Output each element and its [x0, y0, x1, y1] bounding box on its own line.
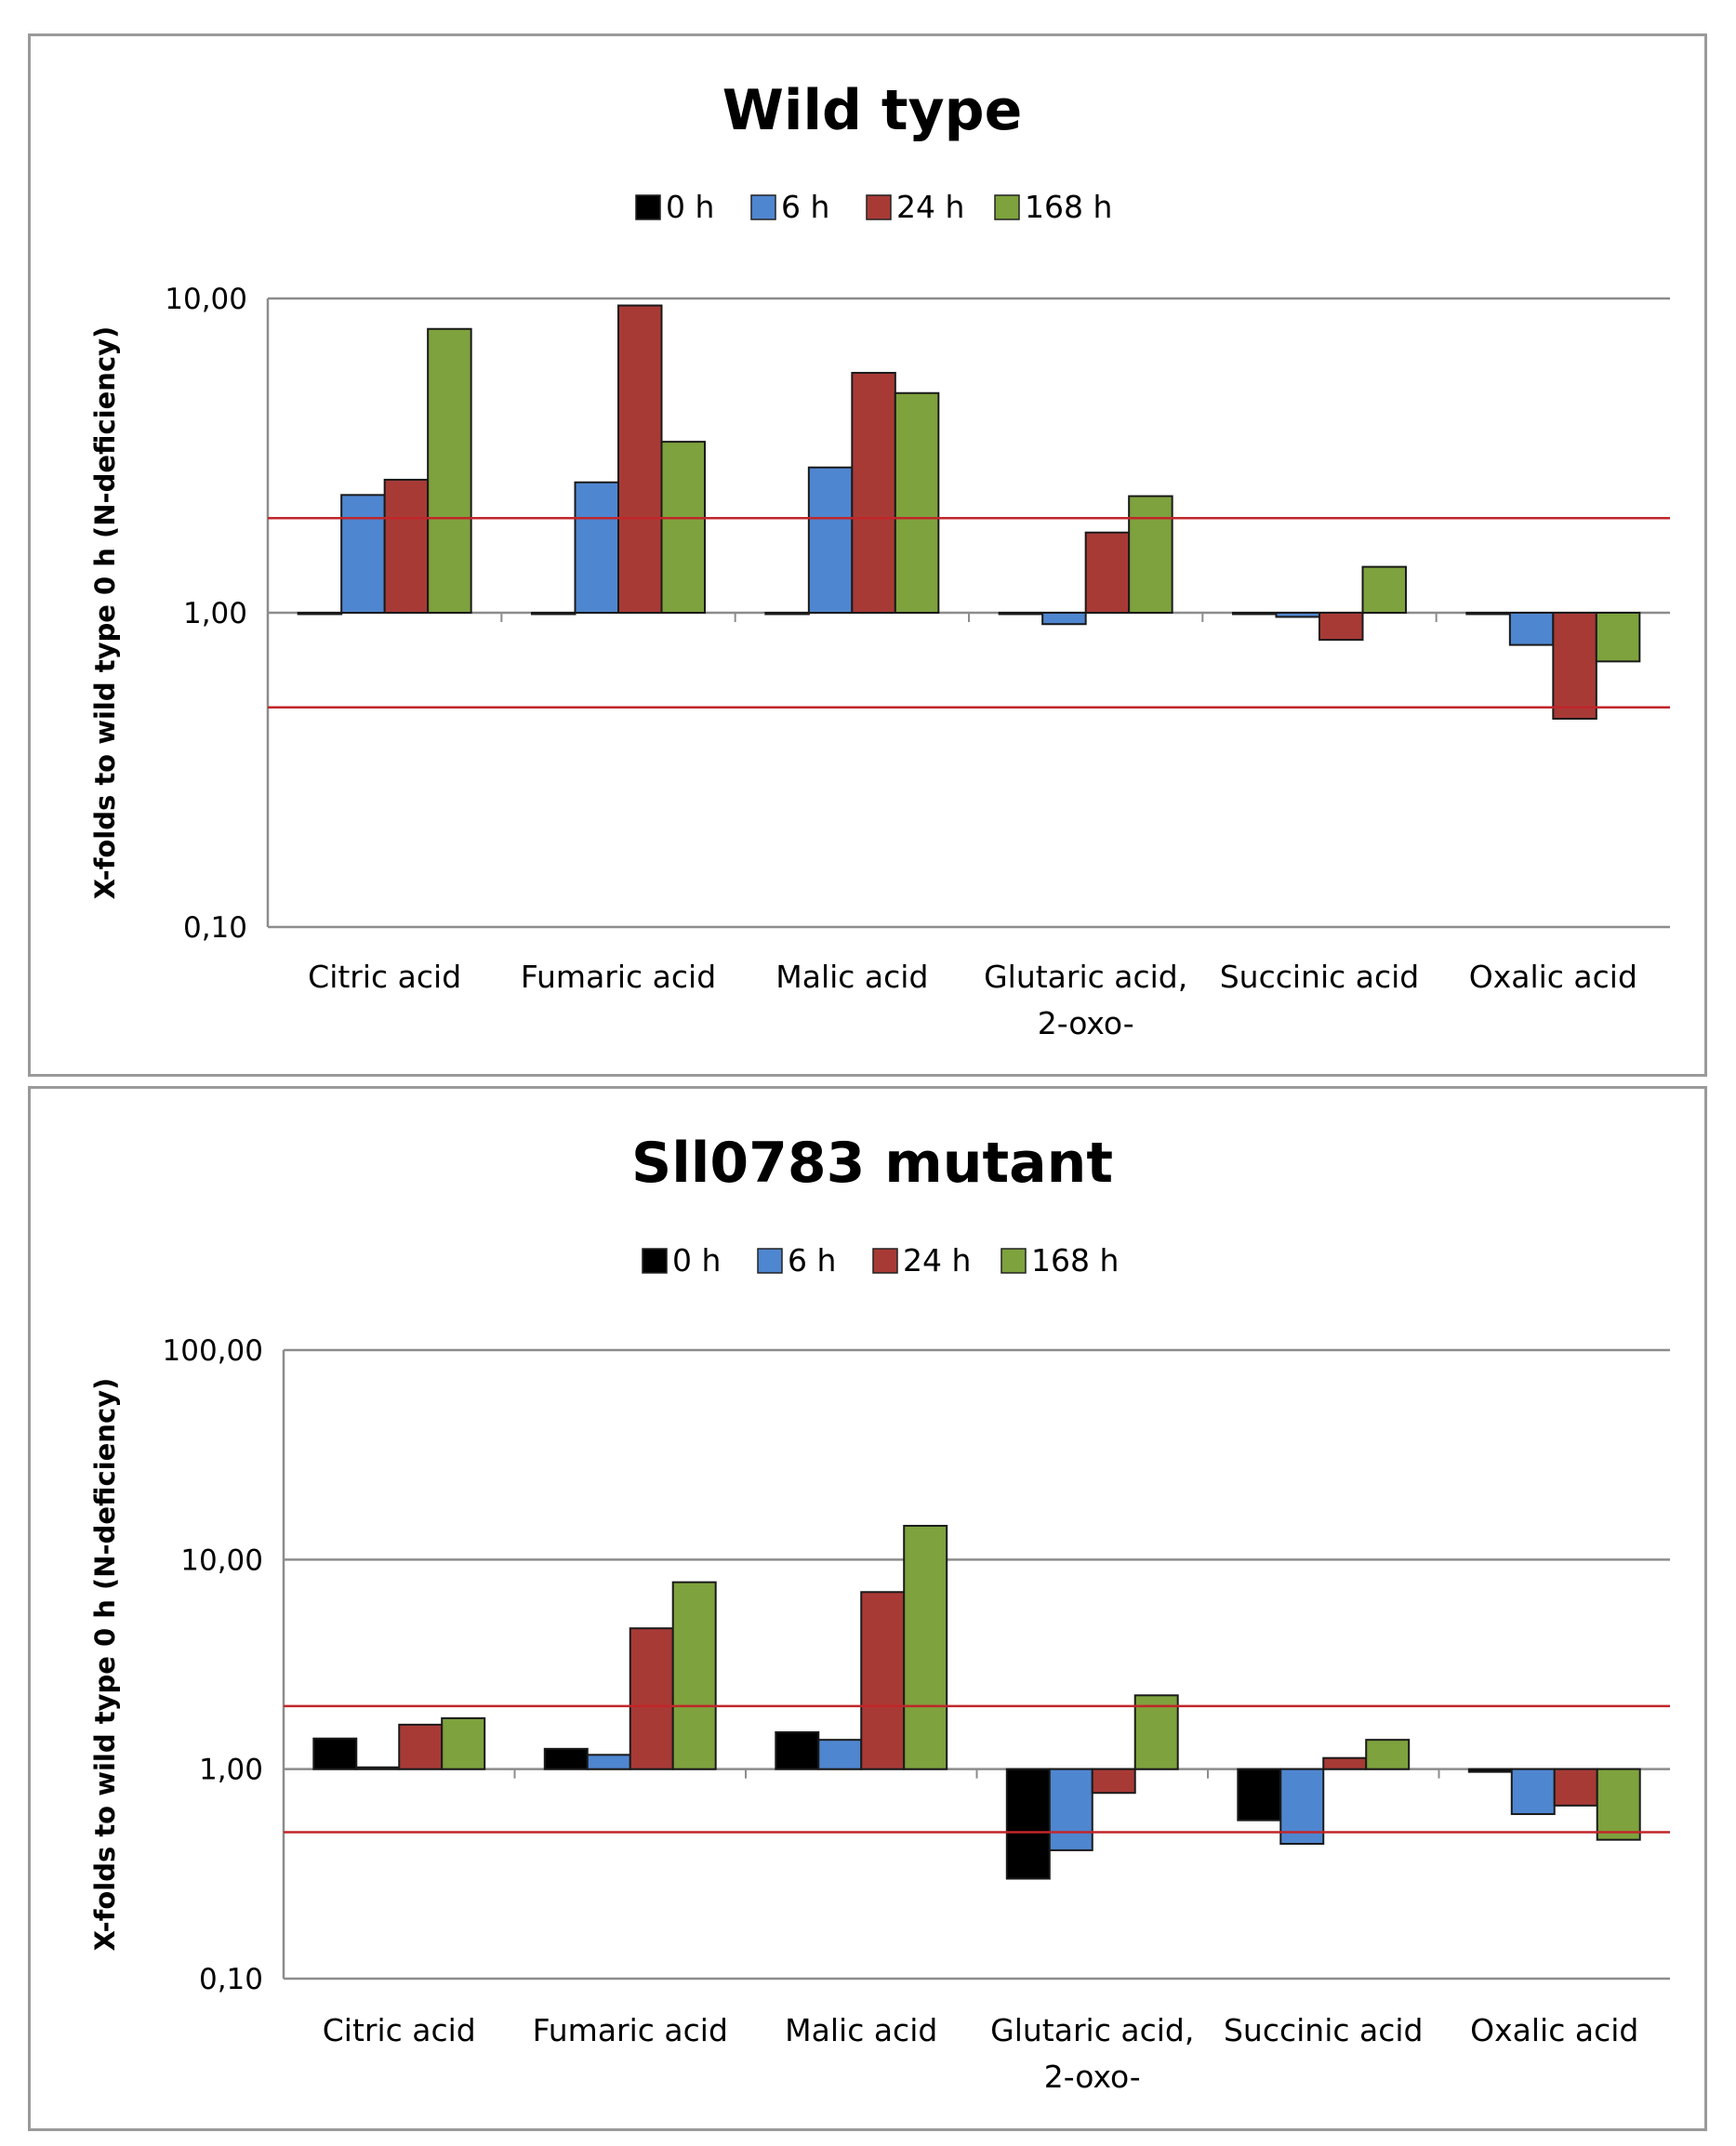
- category-label: Oxalic acid: [1469, 959, 1637, 995]
- bar-wt-4-0: [1232, 612, 1278, 616]
- bar-wt-5-2: [1552, 612, 1597, 720]
- bar-wt-2-1: [807, 466, 854, 614]
- category-label: Succinic acid: [1224, 2012, 1424, 2048]
- legend-swatch-3: [994, 194, 1020, 220]
- bar-wt-0-3: [427, 327, 472, 614]
- bar-mut-5-2: [1553, 1768, 1598, 1807]
- bar-mut-0-3: [441, 1716, 486, 1770]
- bar-mut-4-3: [1365, 1739, 1411, 1770]
- y-tick-label: 0,10: [199, 1963, 263, 1996]
- bar-wt-1-0: [531, 612, 576, 616]
- bar-mut-1-0: [543, 1747, 589, 1770]
- bar-mut-4-0: [1237, 1768, 1282, 1821]
- bar-mut-2-2: [860, 1591, 906, 1770]
- wild-type-chart: Wild type 0 h 6 h 24 h 168 h 10,00 1,00 0,10 Cit…: [89, 78, 1670, 1041]
- legend-label-1: 6 h: [781, 189, 829, 225]
- bar-wt-0-1: [340, 494, 386, 614]
- category-label: 2-oxo-: [1038, 1005, 1134, 1041]
- bar-wt-2-2: [851, 371, 896, 614]
- chart-title: Sll0783 mutant: [631, 1131, 1113, 1196]
- bar-wt-2-3: [894, 391, 940, 614]
- y-tick-label: 100,00: [163, 1334, 263, 1368]
- legend-swatch-3: [1001, 1248, 1027, 1274]
- mutant-chart: Sll0783 mutant 0 h 6 h 24 h 168 h 100,00 10,00…: [89, 1131, 1670, 2095]
- bar-wt-0-0: [297, 612, 343, 616]
- legend-label-1: 6 h: [788, 1242, 836, 1278]
- category-label: Citric acid: [323, 2012, 476, 2048]
- bar-wt-1-2: [617, 304, 663, 614]
- bar-wt-3-3: [1128, 495, 1173, 615]
- category-label: Malic acid: [775, 959, 928, 995]
- bar-mut-0-2: [398, 1723, 444, 1770]
- y-tick-label: 1,00: [183, 597, 247, 630]
- bar-wt-4-3: [1361, 565, 1407, 614]
- legend-label-2: 24 h: [903, 1242, 971, 1278]
- bar-wt-0-2: [383, 478, 430, 614]
- legend-label-0: 0 h: [666, 189, 714, 225]
- bar-mut-1-2: [629, 1627, 674, 1770]
- mutant-chart-panel: Sll0783 mutant 0 h 6 h 24 h 168 h 100,00 10,00…: [28, 1086, 1707, 2131]
- bar-wt-5-1: [1508, 612, 1555, 646]
- bar-mut-3-2: [1091, 1768, 1136, 1795]
- bar-mut-5-3: [1596, 1768, 1641, 1841]
- bar-wt-2-0: [764, 612, 810, 616]
- bar-mut-5-0: [1467, 1768, 1513, 1773]
- y-axis-label: X-folds to wild type 0 h (N-deficiency): [89, 1378, 121, 1952]
- bar-wt-3-1: [1041, 612, 1087, 626]
- y-tick-label: 10,00: [180, 1543, 263, 1577]
- category-label: Malic acid: [785, 2012, 937, 2048]
- bar-mut-2-3: [903, 1524, 948, 1770]
- bar-wt-1-1: [574, 481, 620, 614]
- wild-type-chart-panel: Wild type 0 h 6 h 24 h 168 h 10,00 1,00 0,10 Cit…: [28, 33, 1707, 1077]
- bar-wt-3-2: [1084, 531, 1131, 614]
- bar-mut-0-0: [312, 1737, 358, 1770]
- legend-swatch-0: [635, 194, 661, 220]
- category-label: 2-oxo-: [1044, 2059, 1141, 2095]
- bar-wt-4-2: [1319, 612, 1364, 642]
- bar-mut-1-3: [671, 1581, 717, 1770]
- bar-mut-0-1: [355, 1766, 401, 1770]
- y-tick-label: 1,00: [199, 1754, 263, 1787]
- category-label: Citric acid: [308, 959, 461, 995]
- legend-swatch-1: [750, 194, 776, 220]
- category-label: Glutaric acid,: [984, 959, 1187, 995]
- bar-mut-3-0: [1005, 1768, 1051, 1880]
- chart-title: Wild type: [722, 78, 1023, 143]
- legend-swatch-2: [872, 1248, 898, 1274]
- legend-label-3: 168 h: [1031, 1242, 1119, 1278]
- bar-wt-1-3: [660, 441, 706, 615]
- bar-mut-2-1: [817, 1739, 863, 1770]
- bar-mut-3-1: [1048, 1768, 1093, 1851]
- legend-label-2: 24 h: [896, 189, 964, 225]
- category-label: Oxalic acid: [1470, 2012, 1638, 2048]
- legend-swatch-2: [866, 194, 892, 220]
- legend-swatch-1: [757, 1248, 783, 1274]
- y-axis-label: X-folds to wild type 0 h (N-deficiency): [89, 326, 121, 900]
- category-label: Fumaric acid: [533, 2012, 728, 2048]
- category-label: Succinic acid: [1220, 959, 1420, 995]
- bar-mut-5-1: [1510, 1768, 1556, 1816]
- bar-wt-5-0: [1465, 612, 1511, 616]
- category-label: Glutaric acid,: [990, 2012, 1194, 2048]
- legend-swatch-0: [642, 1248, 668, 1274]
- bar-mut-1-1: [586, 1754, 631, 1770]
- bar-mut-4-2: [1322, 1756, 1368, 1770]
- legend-label-0: 0 h: [672, 1242, 721, 1278]
- bar-wt-4-1: [1275, 612, 1320, 618]
- bar-mut-2-0: [775, 1730, 820, 1770]
- bar-wt-5-3: [1595, 612, 1641, 663]
- category-label: Fumaric acid: [521, 959, 716, 995]
- bar-wt-3-0: [998, 612, 1044, 616]
- y-tick-label: 10,00: [165, 283, 247, 316]
- bar-mut-3-3: [1133, 1694, 1179, 1770]
- y-tick-label: 0,10: [183, 911, 247, 945]
- legend-label-3: 168 h: [1025, 189, 1112, 225]
